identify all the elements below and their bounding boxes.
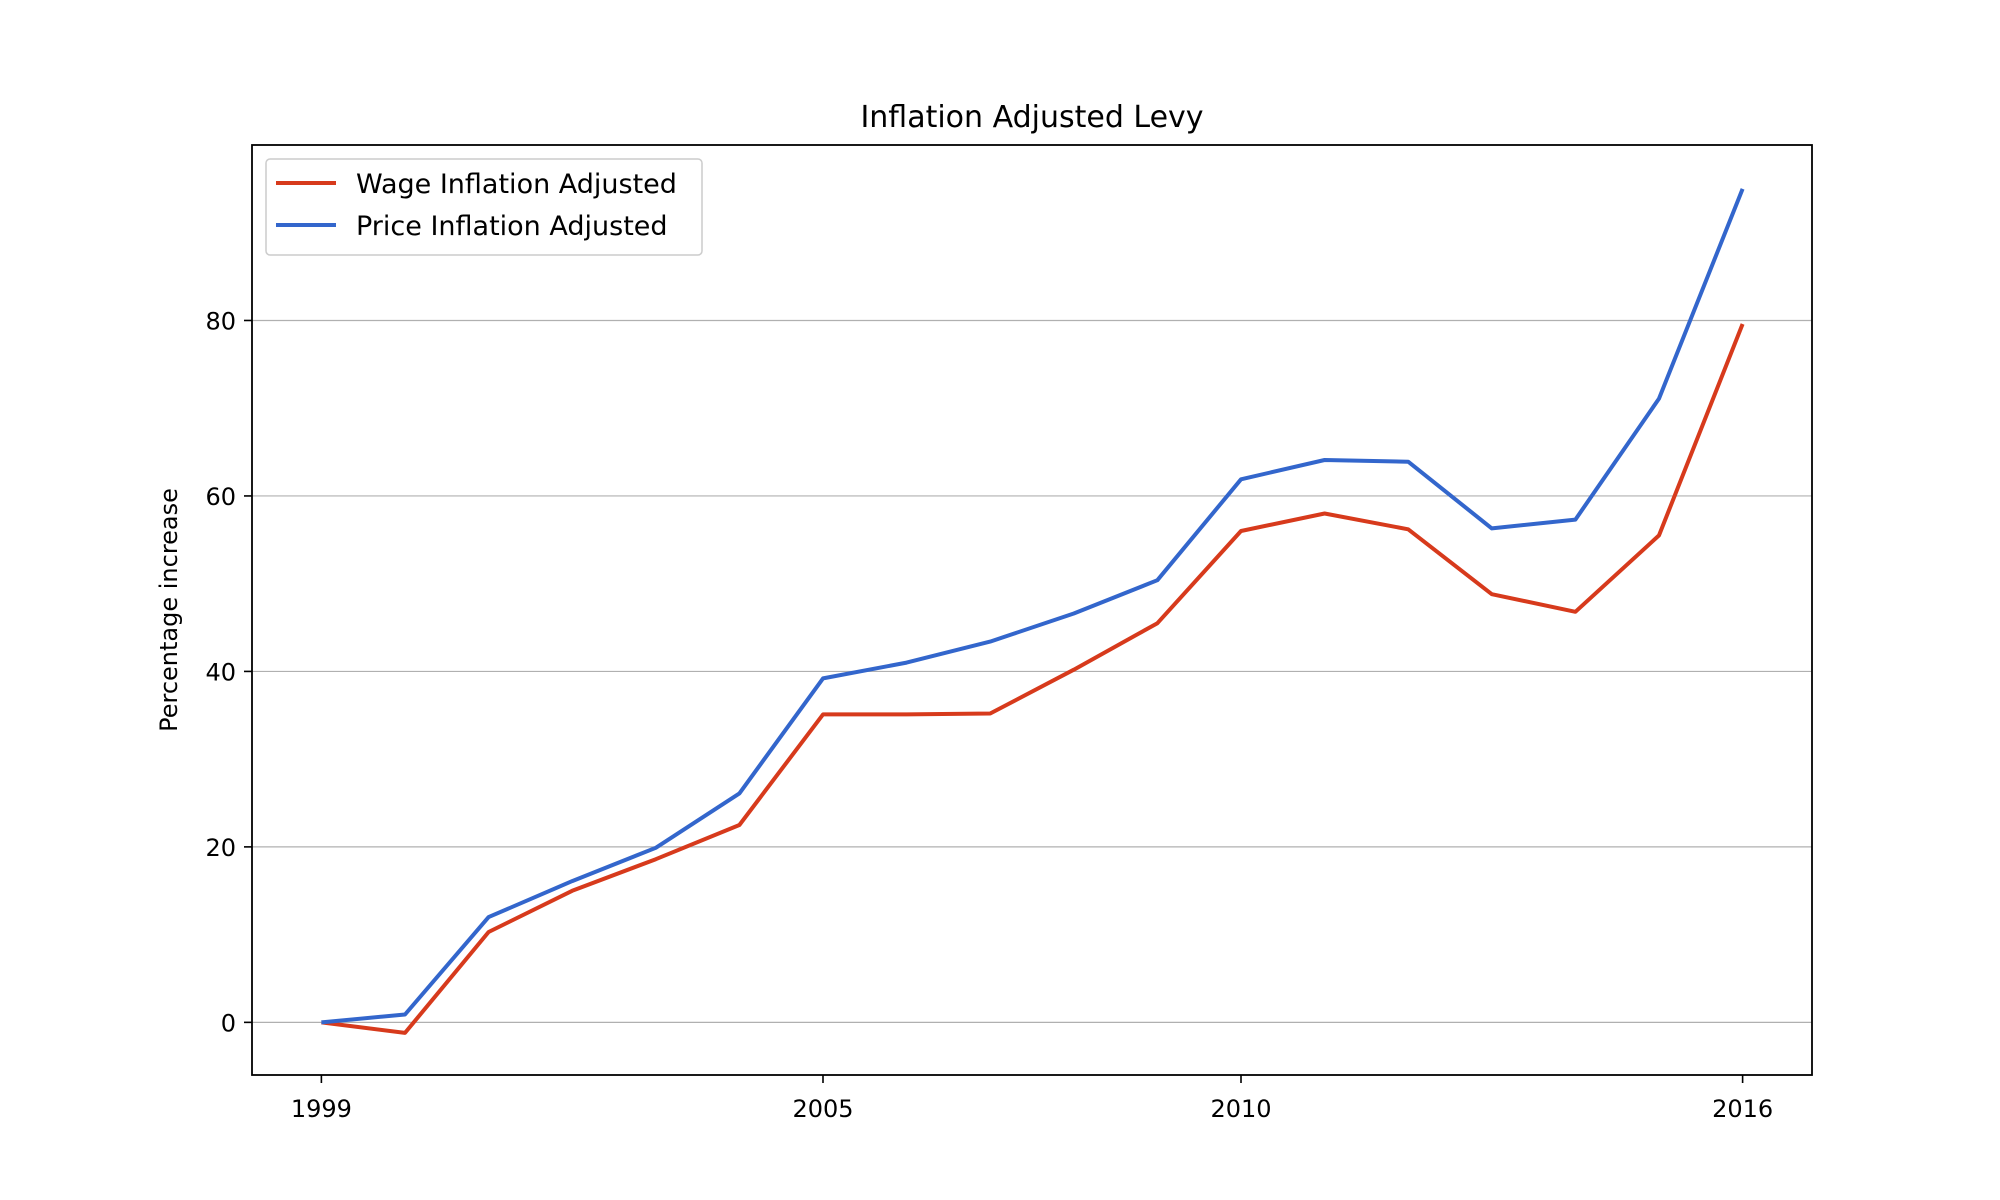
legend-label-2: Price Inflation Adjusted	[356, 211, 668, 242]
y-tick-label-0: 0	[221, 1009, 236, 1037]
y-tick-label-60: 60	[205, 483, 236, 511]
series-line-2	[321, 188, 1745, 1025]
y-axis-label: Percentage increase	[155, 488, 183, 732]
y-tick-label-40: 40	[205, 658, 236, 686]
legend: Wage Inflation Adjusted Price Inflation A…	[265, 158, 703, 256]
x-tick-label-2016: 2016	[1712, 1095, 1773, 1123]
legend-box	[265, 158, 703, 256]
x-tick-label-1999: 1999	[291, 1095, 352, 1123]
y-tick-label-20: 20	[205, 834, 236, 862]
gridlines	[252, 319, 1812, 1023]
plot-frame	[251, 144, 1813, 1076]
legend-label-1: Wage Inflation Adjusted	[356, 169, 677, 200]
series-line-1	[321, 323, 1745, 1035]
chart-title: Inflation Adjusted Levy	[860, 100, 1203, 135]
series-lines	[321, 188, 1745, 1035]
axis-ticks: 0 20 40 60 80 1999 2005 2010 2016	[205, 307, 1773, 1123]
x-tick-label-2005: 2005	[792, 1095, 853, 1123]
x-tick-label-2010: 2010	[1210, 1095, 1271, 1123]
y-tick-label-80: 80	[205, 307, 236, 335]
